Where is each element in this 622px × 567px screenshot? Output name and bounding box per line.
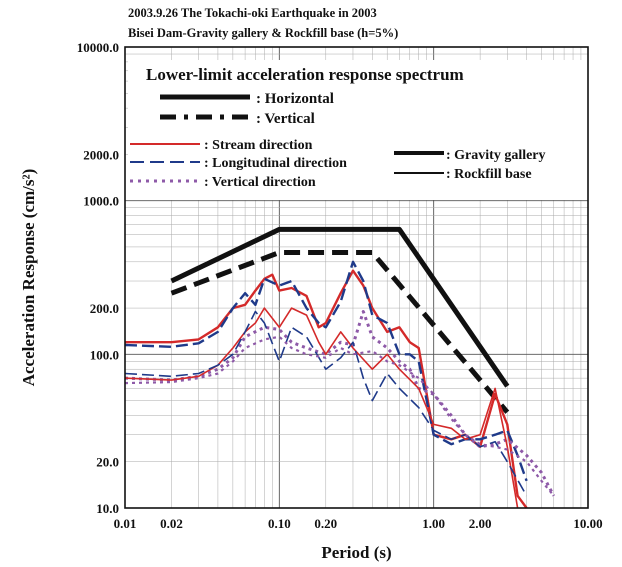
x-tick-label: 0.02	[160, 516, 183, 531]
legend-vertical-label: : Vertical	[256, 111, 315, 127]
plot-frame	[124, 46, 589, 509]
x-tick-label: 0.10	[268, 516, 291, 531]
legend-longitudinal-label: : Longitudinal direction	[204, 156, 347, 171]
legend-background	[128, 60, 588, 200]
legend-horizontal-label: : Horizontal	[256, 91, 334, 107]
x-tick-label: 1.00	[422, 516, 445, 531]
series-group	[124, 226, 556, 509]
x-tick-label: 10.00	[573, 516, 602, 531]
y-tick-label: 20.0	[96, 455, 119, 470]
legend-heading: Lower-limit acceleration response spectr…	[146, 65, 464, 84]
y-tick-label: 2000.0	[83, 147, 119, 162]
x-tick-label: 2.00	[469, 516, 492, 531]
y-tick-label: 1000.0	[83, 194, 119, 209]
legend-stream-label: : Stream direction	[204, 138, 313, 153]
chart-title-line-1: 2003.9.26 The Tokachi-oki Earthquake in …	[128, 6, 377, 20]
chart-title-line-2: Bisei Dam-Gravity gallery & Rockfill bas…	[128, 26, 399, 40]
legend-rockfill-label: : Rockfill base	[446, 167, 532, 182]
series-line-longitudinal-direction-rockfill-base	[124, 310, 528, 497]
series-line-horizontal	[170, 226, 510, 388]
legend: Lower-limit acceleration response spectr…	[128, 60, 588, 200]
y-tick-label: 10000.0	[77, 40, 119, 55]
y-axis-label: Acceleration Response (cm/s²)	[19, 169, 38, 387]
axes: 0.01 0.02 0.10 0.20 1.00 2.00 10.00 10.0 20.0 100…	[19, 40, 603, 562]
y-tick-label: 10.0	[96, 501, 119, 516]
y-tick-label: 100.0	[90, 347, 119, 362]
series-line-vertical-direction-rockfill-base	[124, 335, 555, 497]
x-tick-label: 0.01	[114, 516, 137, 531]
y-tick-label: 200.0	[90, 301, 119, 316]
series-line-stream-direction-rockfill-base	[124, 307, 519, 509]
series-line-vertical-direction-gravity-gallery	[124, 310, 556, 497]
x-tick-label: 0.20	[314, 516, 337, 531]
x-axis-label: Period (s)	[321, 543, 391, 562]
legend-gravity-label: : Gravity gallery	[446, 148, 546, 163]
series-line-vertical	[170, 250, 510, 414]
legend-vertical-dir-label: : Vertical direction	[204, 175, 316, 190]
